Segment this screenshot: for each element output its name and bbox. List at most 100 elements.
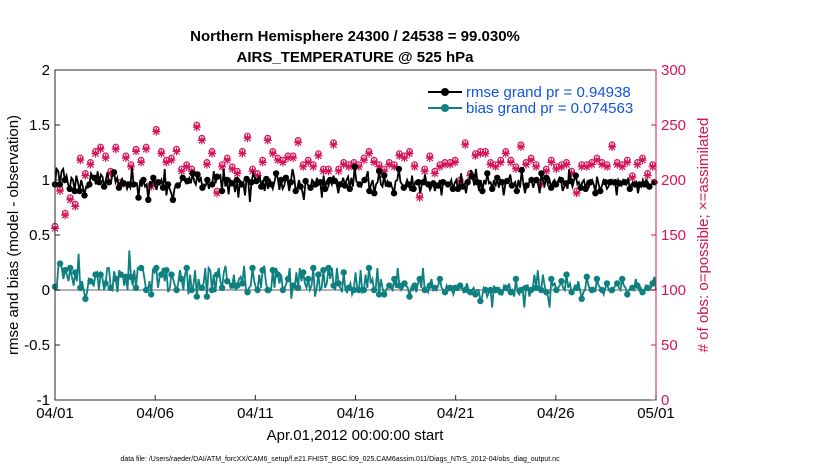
- bias-point: [264, 286, 271, 294]
- rmse-point: [81, 192, 88, 199]
- obs-assimilated-marker: [516, 143, 525, 151]
- rmse-point: [371, 190, 378, 197]
- y-left-tick-label: -1: [37, 392, 50, 409]
- obs-assimilated-marker: [365, 149, 374, 158]
- obs-assimilated-marker: [390, 162, 399, 171]
- bias-point: [294, 284, 302, 291]
- rmse-point: [636, 181, 643, 188]
- bias-point: [411, 282, 418, 289]
- rmse-point: [518, 166, 525, 174]
- bias-point: [274, 271, 281, 278]
- rmse-point: [86, 181, 93, 188]
- bias-point: [588, 286, 595, 294]
- y-right-tick-label: 0: [661, 392, 669, 409]
- obs-assimilated-marker: [81, 171, 90, 180]
- x-axis-ticks: 04/01 04/06 04/11 04/16 04/21 04/26 05/01: [36, 395, 675, 422]
- rmse-point: [390, 190, 398, 197]
- obs-assimilated-marker: [329, 140, 338, 149]
- bias-point: [82, 295, 89, 302]
- y-left-tick-label: 1.5: [29, 117, 50, 134]
- rmse-point: [312, 181, 319, 188]
- bias-point: [492, 286, 499, 294]
- bias-point: [421, 286, 428, 294]
- y-right-tick-label: 50: [661, 337, 678, 354]
- obs-assimilated-marker: [324, 167, 333, 176]
- bias-point: [193, 293, 200, 300]
- rmse-point: [538, 170, 545, 177]
- bias-point: [122, 273, 130, 280]
- bias-point: [558, 278, 565, 285]
- bias-point: [441, 289, 449, 296]
- rmse-point: [597, 187, 604, 195]
- obs-assimilated-marker: [208, 149, 217, 158]
- rmse-point: [204, 176, 211, 184]
- obs-assimilated-marker: [476, 149, 485, 158]
- bias-point: [548, 275, 555, 283]
- obs-assimilated-marker: [152, 127, 161, 136]
- rmse-point: [449, 185, 457, 192]
- obs-assimilated-marker: [420, 167, 429, 176]
- obs-assimilated-marker: [415, 193, 424, 202]
- rmse-point: [498, 179, 506, 186]
- rmse-point: [621, 179, 629, 186]
- bias-point: [614, 280, 621, 287]
- obs-assimilated-marker: [142, 145, 151, 154]
- rmse-point: [297, 183, 304, 190]
- y-axis-right-ticks: 0 50 100 150 200 250 300: [651, 62, 686, 409]
- y-left-tick-label: 0: [42, 282, 50, 299]
- obs-assimilated-marker: [405, 149, 414, 158]
- y-axis-left-label: rmse and bias (model - observation): [5, 115, 22, 355]
- bias-point: [97, 271, 104, 278]
- bias-point: [102, 280, 109, 287]
- obs-assimilated-marker: [471, 151, 480, 160]
- obs-assimilated-marker: [527, 156, 536, 165]
- bias-point: [360, 286, 368, 294]
- bias-point: [92, 271, 99, 278]
- obs-assimilated-marker: [314, 151, 323, 160]
- bias-point: [573, 284, 580, 291]
- rmse-point: [76, 187, 83, 195]
- bias-point: [370, 286, 378, 294]
- rmse-point: [356, 181, 363, 188]
- rmse-point: [557, 176, 565, 184]
- rmse-point: [523, 182, 530, 189]
- obs-assimilated-marker: [592, 156, 601, 165]
- rmse-point: [425, 181, 432, 188]
- rmse-point: [508, 182, 516, 189]
- rmse-point: [562, 180, 570, 187]
- rmse-point: [346, 185, 353, 192]
- bias-point: [254, 286, 261, 294]
- bias-point: [77, 284, 84, 291]
- obs-assimilated-marker: [461, 140, 470, 149]
- rmse-point: [336, 181, 344, 188]
- bias-point: [619, 275, 626, 283]
- obs-assimilated-marker: [162, 158, 171, 167]
- rmse-point: [381, 172, 388, 179]
- y-axis-right-label: # of obs: o=possible; ×=assimilated: [695, 118, 712, 353]
- bias-point: [482, 286, 489, 294]
- obs-assimilated-marker: [496, 158, 505, 167]
- rmse-point: [91, 174, 98, 181]
- obs-assimilated-marker: [106, 169, 115, 178]
- rmse-point: [164, 181, 172, 188]
- rmse-point: [66, 185, 73, 192]
- x-axis-label: Apr.01,2012 00:00:00 start: [267, 427, 445, 444]
- bias-point: [532, 284, 540, 291]
- bias-point: [512, 275, 520, 283]
- obs-assimilated-marker: [126, 162, 135, 171]
- rmse-point: [258, 183, 265, 190]
- rmse-point: [253, 177, 260, 185]
- bias-point: [305, 275, 312, 283]
- obs-assimilated-marker: [268, 149, 277, 158]
- obs-assimilated-marker: [552, 165, 561, 173]
- obs-assimilated-marker: [547, 158, 556, 167]
- obs-assimilated-marker: [618, 162, 627, 171]
- rmse-point: [430, 180, 437, 187]
- y-left-tick-label: 2: [42, 62, 50, 79]
- bias-point: [244, 289, 251, 296]
- y-left-tick-label: 0.5: [29, 227, 50, 244]
- chart-title: Northern Hemisphere 24300 / 24538 = 99.0…: [190, 28, 520, 45]
- bias-point: [467, 289, 474, 296]
- rmse-point: [439, 179, 447, 186]
- obs-assimilated-marker: [582, 162, 591, 171]
